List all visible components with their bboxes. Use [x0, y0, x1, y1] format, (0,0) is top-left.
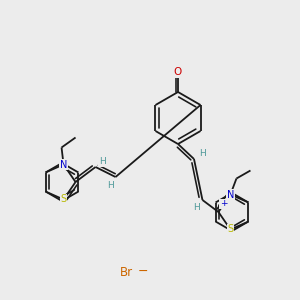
Text: S: S	[61, 194, 67, 205]
Text: −: −	[138, 265, 148, 278]
Text: H: H	[199, 149, 206, 158]
Text: H: H	[107, 182, 114, 190]
Text: N: N	[60, 160, 67, 170]
Text: Br: Br	[120, 266, 133, 278]
Text: S: S	[227, 224, 233, 235]
Text: O: O	[174, 67, 182, 77]
Text: H: H	[193, 202, 200, 211]
Text: H: H	[99, 158, 106, 166]
Text: +: +	[220, 200, 227, 208]
Text: N: N	[227, 190, 234, 200]
